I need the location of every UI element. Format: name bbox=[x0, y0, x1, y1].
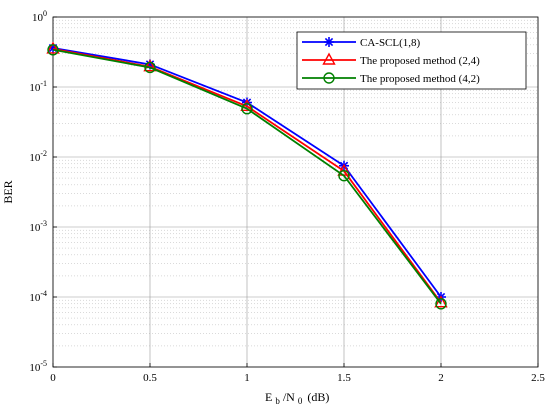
x-axis-title: E b /N 0 (dB) bbox=[265, 390, 329, 407]
x-tick-label: 1.5 bbox=[337, 372, 351, 384]
series-layer bbox=[46, 41, 448, 310]
y-tick-label: 100 bbox=[32, 9, 47, 24]
legend-label: CA-SCL(1,8) bbox=[360, 37, 421, 49]
y-tick-label: 10-4 bbox=[29, 289, 47, 304]
legend-label: The proposed method (4,2) bbox=[360, 73, 480, 85]
data-point-circle bbox=[338, 170, 350, 182]
data-point-star bbox=[324, 37, 334, 47]
data-point-circle bbox=[144, 61, 156, 74]
x-tick-label: 0.5 bbox=[143, 372, 157, 384]
x-axis-title-n: /N bbox=[283, 390, 295, 404]
series-line-3 bbox=[52, 48, 442, 305]
x-tick-label: 0 bbox=[50, 372, 56, 384]
x-tick-label: 2 bbox=[438, 372, 444, 384]
data-point-triangle bbox=[143, 59, 157, 72]
data-point-circle bbox=[241, 102, 253, 115]
y-tick-label: 10-1 bbox=[29, 79, 47, 94]
x-axis-title-e: E bbox=[265, 390, 272, 404]
axis-ticks: 0 0.5 1 1.5 2 2.5 100 10-1 10-2 10-3 10-4 10-5 bbox=[29, 9, 545, 384]
star-stroke bbox=[324, 37, 334, 47]
legend-entries: CA-SCL(1,8) The proposed method (2,4) The … bbox=[302, 37, 480, 85]
data-point-circle bbox=[47, 44, 59, 56]
y-tick-label: 10-5 bbox=[29, 359, 47, 374]
x-axis-title-sub-0: 0 bbox=[298, 396, 303, 406]
data-point-triangle bbox=[322, 52, 336, 65]
x-axis-title-unit: (dB) bbox=[307, 390, 329, 404]
y-tick-label: 10-3 bbox=[29, 219, 47, 234]
data-point-triangle bbox=[46, 41, 60, 54]
x-tick-label: 2.5 bbox=[531, 372, 545, 384]
y-tick-label: 10-2 bbox=[29, 149, 47, 164]
data-point-circle bbox=[435, 298, 447, 310]
legend: CA-SCL(1,8) The proposed method (2,4) The … bbox=[296, 31, 527, 90]
data-point-circle bbox=[323, 72, 335, 84]
legend-label: The proposed method (2,4) bbox=[360, 55, 480, 67]
plot-frame bbox=[52, 16, 539, 368]
x-axis-title-sub-b: b bbox=[275, 396, 280, 406]
y-axis-title: BER bbox=[1, 180, 15, 203]
x-tick-label: 1 bbox=[244, 372, 250, 384]
data-point-triangle bbox=[434, 295, 448, 308]
